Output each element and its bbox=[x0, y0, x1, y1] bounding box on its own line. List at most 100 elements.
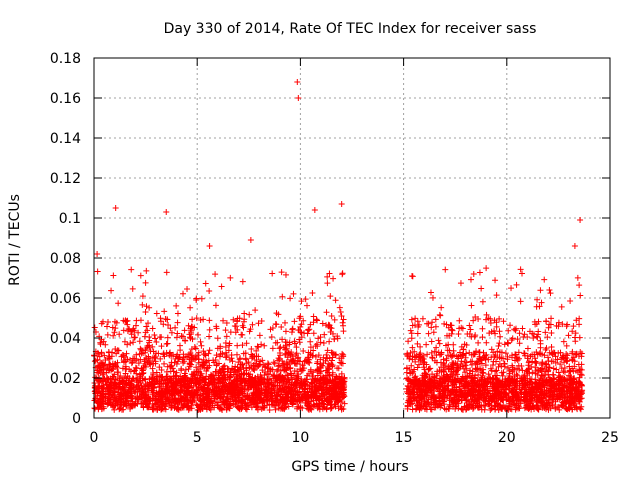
data-point bbox=[105, 361, 112, 368]
data-point bbox=[124, 394, 131, 401]
data-point bbox=[292, 390, 299, 397]
data-point bbox=[250, 384, 257, 391]
data-point bbox=[184, 378, 191, 385]
data-point bbox=[404, 351, 411, 358]
data-point bbox=[575, 388, 582, 395]
data-point bbox=[564, 357, 571, 364]
data-point bbox=[125, 325, 132, 332]
data-point bbox=[239, 322, 246, 329]
data-point bbox=[512, 351, 519, 358]
data-point bbox=[156, 396, 163, 403]
data-point bbox=[464, 390, 471, 397]
data-point bbox=[274, 392, 281, 399]
data-point bbox=[539, 360, 546, 367]
data-point bbox=[139, 384, 146, 391]
data-point bbox=[268, 333, 275, 340]
data-point bbox=[173, 361, 180, 368]
data-point bbox=[577, 371, 584, 378]
data-point bbox=[214, 402, 221, 409]
data-point bbox=[164, 398, 171, 405]
data-point bbox=[328, 325, 335, 332]
data-point bbox=[239, 331, 246, 338]
data-point bbox=[466, 330, 473, 337]
data-point bbox=[284, 372, 291, 379]
data-point bbox=[319, 374, 326, 381]
data-point bbox=[144, 343, 151, 350]
data-point bbox=[326, 338, 333, 345]
data-point bbox=[483, 339, 490, 346]
data-point bbox=[403, 364, 410, 371]
data-point bbox=[514, 336, 521, 343]
data-point bbox=[470, 271, 477, 277]
data-point bbox=[422, 405, 429, 412]
data-point bbox=[279, 405, 286, 412]
data-point bbox=[539, 351, 546, 358]
data-point bbox=[527, 353, 534, 360]
data-point bbox=[548, 344, 555, 351]
data-point bbox=[336, 376, 343, 383]
data-point bbox=[407, 401, 414, 408]
data-point bbox=[533, 333, 540, 340]
data-point bbox=[428, 324, 435, 331]
data-point bbox=[407, 398, 414, 405]
data-point bbox=[218, 372, 225, 379]
data-point bbox=[323, 309, 330, 316]
data-point bbox=[452, 387, 459, 394]
data-point bbox=[484, 388, 491, 395]
data-point bbox=[576, 405, 583, 412]
data-point bbox=[298, 321, 305, 328]
data-point bbox=[548, 329, 555, 336]
data-point bbox=[206, 288, 213, 295]
data-point bbox=[200, 348, 207, 355]
data-point bbox=[120, 317, 127, 324]
data-point bbox=[488, 367, 495, 374]
data-point bbox=[206, 326, 213, 333]
data-point bbox=[447, 322, 454, 329]
data-point bbox=[248, 351, 255, 358]
data-point bbox=[126, 366, 133, 373]
data-point bbox=[555, 323, 562, 330]
data-point bbox=[105, 349, 112, 356]
data-point bbox=[235, 388, 242, 395]
data-point bbox=[473, 348, 480, 355]
data-point bbox=[289, 325, 296, 332]
data-point bbox=[232, 381, 239, 388]
data-point bbox=[245, 359, 252, 366]
data-point bbox=[283, 379, 290, 386]
data-point bbox=[279, 358, 286, 365]
data-point bbox=[137, 272, 144, 279]
data-point bbox=[211, 378, 218, 385]
data-point bbox=[149, 343, 156, 350]
data-point bbox=[223, 319, 230, 326]
data-point bbox=[311, 207, 318, 213]
data-point bbox=[500, 355, 507, 362]
data-point bbox=[146, 375, 153, 382]
data-point bbox=[309, 352, 316, 359]
data-point bbox=[550, 375, 557, 382]
data-point bbox=[334, 382, 341, 389]
data-point bbox=[190, 370, 197, 377]
data-point bbox=[476, 378, 483, 385]
data-point bbox=[288, 329, 295, 336]
data-point bbox=[533, 360, 540, 367]
data-point bbox=[453, 392, 460, 399]
data-point bbox=[188, 405, 195, 412]
data-point bbox=[110, 332, 117, 339]
data-point bbox=[558, 402, 565, 409]
data-point bbox=[94, 392, 101, 399]
data-point bbox=[151, 354, 158, 361]
data-point bbox=[462, 362, 469, 369]
data-point bbox=[297, 313, 304, 320]
data-point bbox=[116, 331, 123, 338]
data-point bbox=[287, 295, 294, 302]
data-point bbox=[501, 341, 508, 348]
data-point bbox=[254, 373, 261, 380]
data-point bbox=[127, 404, 134, 411]
data-point bbox=[564, 352, 571, 359]
data-point bbox=[504, 353, 511, 360]
data-point bbox=[319, 320, 326, 327]
data-point bbox=[323, 383, 330, 390]
data-point bbox=[429, 355, 436, 362]
data-point bbox=[96, 353, 103, 360]
data-point bbox=[266, 406, 273, 413]
